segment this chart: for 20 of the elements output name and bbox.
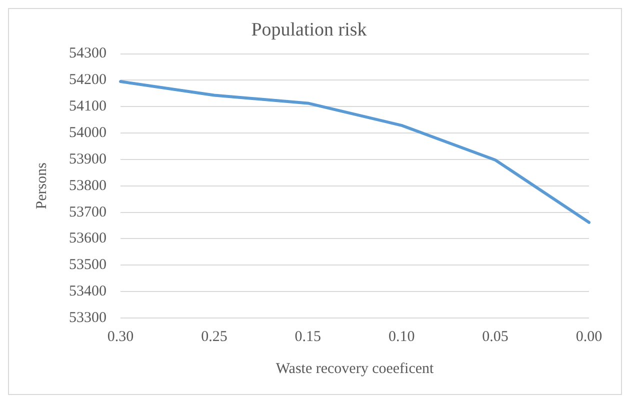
y-tick-label: 54000 — [69, 124, 106, 141]
y-tick-label: 53900 — [69, 151, 106, 168]
x-tick-label: 0.15 — [294, 328, 322, 345]
x-axis-title: Waste recovery coeeficent — [276, 360, 435, 377]
x-tick-label: 0.05 — [482, 328, 508, 345]
y-tick-label: 53800 — [69, 178, 106, 194]
chart-title: Population risk — [251, 19, 368, 40]
x-tick-label: 0.10 — [388, 328, 415, 345]
y-axis-title: Persons — [34, 162, 50, 210]
y-tick-label: 53500 — [69, 257, 106, 274]
x-tick-label: 0.25 — [201, 328, 228, 345]
y-tick-label: 53600 — [69, 230, 106, 247]
y-tick-label: 53400 — [69, 284, 106, 300]
y-tick-label: 53300 — [69, 310, 106, 326]
x-tick-label: 0.30 — [107, 328, 134, 345]
y-tick-label: 54300 — [69, 46, 106, 62]
y-tick-label: 54100 — [69, 98, 106, 115]
x-tick-label: 0.00 — [576, 328, 602, 345]
y-tick-label: 53700 — [69, 204, 106, 220]
y-tick-label: 54200 — [69, 72, 106, 88]
